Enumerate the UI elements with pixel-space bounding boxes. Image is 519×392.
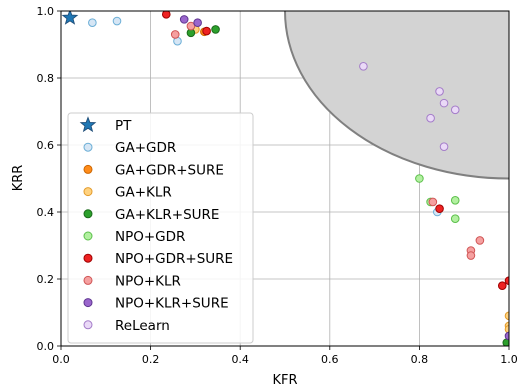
- point-npo-klr-sure: [179, 15, 189, 24]
- point-relearn: [435, 87, 444, 96]
- legend-label: PT: [115, 118, 132, 134]
- y-tick-label: 0.8: [37, 72, 55, 85]
- point-ga-gdr: [88, 18, 97, 28]
- shaded-region: [284, 11, 509, 180]
- y-tick-label: 0.6: [37, 139, 55, 152]
- legend-label: NPO+KLR+SURE: [115, 296, 229, 312]
- legend-label: GA+GDR: [115, 140, 176, 156]
- legend-marker: [83, 275, 93, 285]
- point-npo-klr: [170, 30, 180, 39]
- legend-marker: [83, 187, 93, 197]
- legend-marker: [83, 231, 93, 241]
- point-relearn: [439, 142, 449, 151]
- x-tick-label: 0.0: [52, 353, 70, 366]
- point-npo-klr-sure: [504, 331, 509, 341]
- point-pt: [61, 11, 79, 25]
- point-npo-gdr-sure: [497, 281, 507, 291]
- legend-label: GA+KLR+SURE: [115, 207, 219, 223]
- x-tick-label: 0.4: [231, 353, 249, 366]
- legend-marker: [83, 298, 93, 308]
- x-tick-label: 0.6: [321, 353, 339, 366]
- x-axis-label: KFR: [272, 373, 297, 388]
- point-relearn: [450, 105, 460, 115]
- point-npo-klr: [186, 21, 196, 31]
- legend-marker: [83, 142, 93, 152]
- point-npo-gdr-sure: [161, 11, 171, 19]
- point-ga-klr: [504, 311, 509, 321]
- point-npo-gdr: [450, 214, 460, 223]
- point-relearn: [439, 98, 449, 108]
- legend-marker: [83, 253, 93, 263]
- point-npo-klr-sure: [193, 18, 202, 28]
- point-npo-gdr: [450, 195, 460, 205]
- point-ga-gdr: [112, 16, 122, 26]
- point-relearn: [359, 61, 368, 71]
- point-npo-gdr-sure: [504, 276, 509, 285]
- y-tick-label: 0.4: [37, 206, 55, 219]
- legend-box: [67, 112, 254, 344]
- y-tick-label: 1.0: [37, 5, 55, 18]
- x-tick-label: 1.0: [500, 353, 518, 366]
- x-tick-label: 0.2: [142, 353, 160, 366]
- data-points: [61, 11, 509, 346]
- point-npo-klr: [466, 251, 476, 260]
- point-npo-gdr-sure: [202, 26, 211, 36]
- point-npo-gdr-sure: [435, 204, 444, 213]
- point-npo-klr: [428, 197, 438, 207]
- legend: PT GA+GDR GA+GDR+SURE GA+KLR GA+KLR+SURE NPO+…: [67, 112, 254, 344]
- legend-label: GA+KLR: [115, 185, 172, 201]
- legend-label: ReLearn: [115, 318, 170, 334]
- plot-frame: [60, 10, 510, 347]
- legend-label: NPO+KLR: [115, 273, 181, 289]
- point-ga-klr: [504, 324, 509, 334]
- x-tick-label: 0.8: [411, 353, 429, 366]
- point-relearn: [426, 113, 435, 123]
- y-axis-label: KRR: [11, 165, 26, 192]
- point-npo-gdr: [415, 174, 424, 183]
- legend-marker: [79, 116, 97, 133]
- point-ga-klr-sure: [211, 25, 220, 34]
- legend-marker: [83, 209, 93, 219]
- legend-label: GA+GDR+SURE: [115, 162, 224, 178]
- axis-ticks: 0.0 0.2 0.4 0.6 0.8 1.0 0.0 0.2 0.4 0.6 0.8 1.0: [37, 5, 518, 366]
- legend-label: NPO+GDR+SURE: [115, 251, 233, 267]
- point-npo-klr: [475, 236, 485, 245]
- legend-marker: [83, 320, 93, 330]
- y-tick-label: 0.2: [37, 273, 55, 286]
- legend-label: NPO+GDR: [115, 229, 185, 245]
- y-tick-label: 0.0: [37, 340, 55, 353]
- legend-marker: [83, 164, 93, 174]
